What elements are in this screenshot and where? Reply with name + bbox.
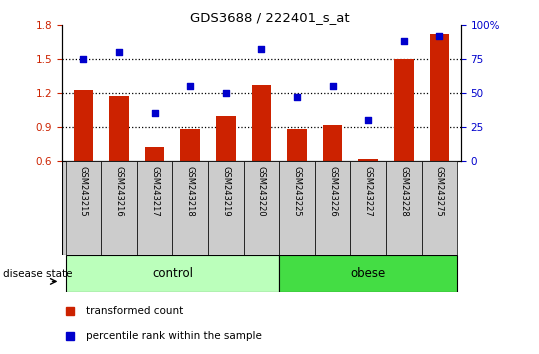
- Text: obese: obese: [351, 267, 386, 280]
- Text: GDS3688 / 222401_s_at: GDS3688 / 222401_s_at: [190, 11, 349, 24]
- Point: [328, 83, 337, 89]
- Bar: [394, 59, 413, 161]
- Bar: [109, 96, 129, 161]
- Bar: [386, 161, 421, 255]
- Point: [364, 117, 372, 123]
- Text: transformed count: transformed count: [86, 306, 183, 316]
- Text: control: control: [152, 267, 193, 280]
- Text: GSM243220: GSM243220: [257, 166, 266, 216]
- Bar: [323, 125, 342, 161]
- Text: GSM243215: GSM243215: [79, 166, 88, 216]
- Bar: [252, 85, 271, 161]
- Point: [79, 56, 88, 62]
- Text: GSM243216: GSM243216: [114, 166, 123, 217]
- Bar: [421, 161, 457, 255]
- Point: [293, 94, 301, 100]
- Bar: [315, 161, 350, 255]
- Bar: [145, 147, 164, 161]
- Bar: [287, 129, 307, 161]
- Text: GSM243226: GSM243226: [328, 166, 337, 217]
- Bar: [66, 255, 279, 292]
- Bar: [208, 161, 244, 255]
- Bar: [358, 159, 378, 161]
- Text: GSM243275: GSM243275: [435, 166, 444, 217]
- Point: [186, 83, 195, 89]
- Bar: [244, 161, 279, 255]
- Text: GSM243217: GSM243217: [150, 166, 159, 217]
- Point: [435, 33, 444, 39]
- Text: GSM243228: GSM243228: [399, 166, 409, 217]
- Text: percentile rank within the sample: percentile rank within the sample: [86, 331, 262, 341]
- Bar: [137, 161, 172, 255]
- Bar: [101, 161, 137, 255]
- Text: disease state: disease state: [3, 269, 72, 279]
- Point: [399, 38, 408, 44]
- Bar: [279, 255, 457, 292]
- Point: [222, 90, 230, 96]
- Bar: [279, 161, 315, 255]
- Text: GSM243227: GSM243227: [364, 166, 373, 217]
- Text: GSM243225: GSM243225: [293, 166, 301, 216]
- Bar: [181, 129, 200, 161]
- Bar: [350, 161, 386, 255]
- Bar: [172, 161, 208, 255]
- Bar: [216, 116, 236, 161]
- Bar: [73, 90, 93, 161]
- Text: GSM243219: GSM243219: [222, 166, 230, 216]
- Bar: [66, 161, 101, 255]
- Point: [115, 49, 123, 55]
- Text: GSM243218: GSM243218: [186, 166, 195, 217]
- Point: [150, 110, 159, 116]
- Bar: [430, 34, 450, 161]
- Point: [257, 46, 266, 52]
